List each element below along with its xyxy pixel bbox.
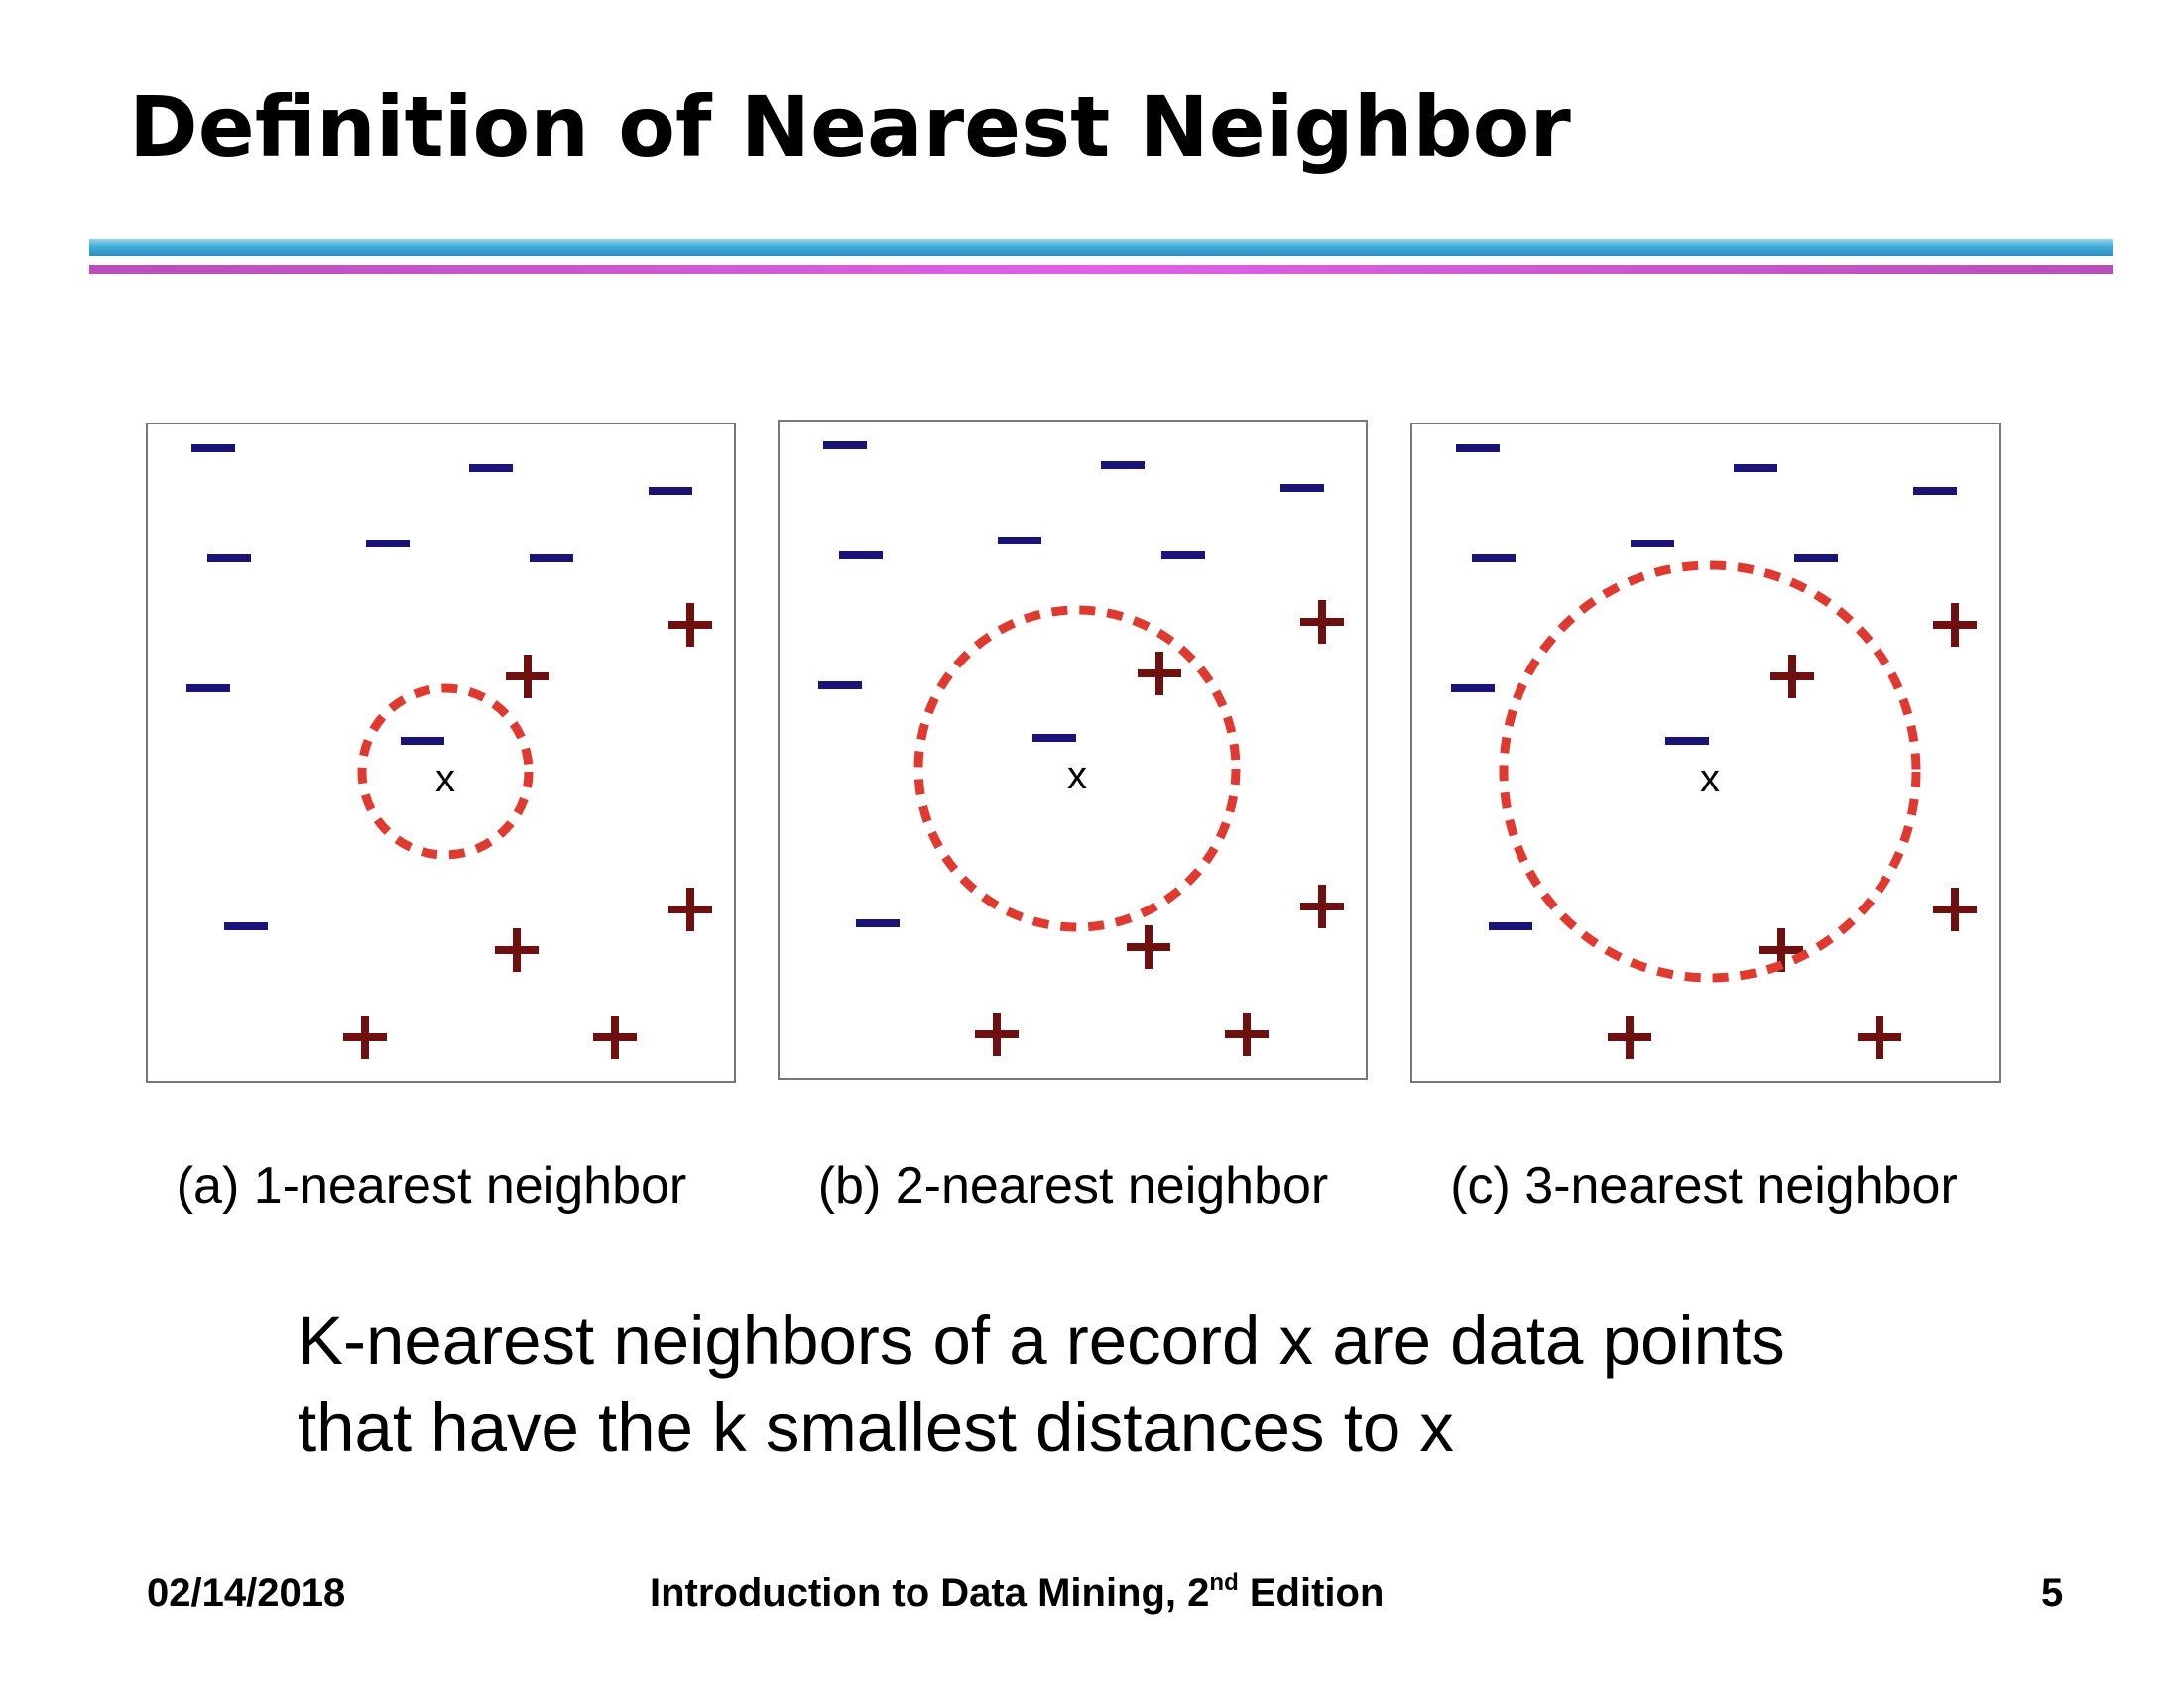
minus-icon [1032, 734, 1076, 742]
minus-icon [1734, 464, 1777, 472]
plus-icon [1770, 655, 1814, 698]
plus-icon [1933, 603, 1977, 647]
minus-icon [207, 554, 251, 562]
minus-icon [191, 444, 235, 452]
panel-c-query-label: x [1700, 757, 1720, 800]
plus-icon [1225, 1013, 1269, 1056]
panel-b-query-label: x [1067, 754, 1087, 797]
panel-c: x [1410, 423, 2001, 1083]
panel-a-neighborhood-circle [357, 683, 534, 860]
minus-icon [1101, 461, 1145, 469]
minus-icon [186, 684, 230, 692]
plus-icon [1858, 1016, 1901, 1059]
minus-icon [1913, 487, 1957, 495]
minus-icon [224, 922, 268, 930]
plus-icon [343, 1016, 387, 1059]
definition-line-2: that have the k smallest distances to x [298, 1390, 1454, 1466]
plus-icon [1300, 600, 1344, 644]
minus-icon [366, 540, 410, 547]
plus-icon [506, 655, 549, 698]
knn-definition: K-nearest neighbors of a record x are da… [298, 1297, 2083, 1472]
panel-c-neighborhood-circle [1499, 560, 1921, 983]
plus-icon [593, 1016, 637, 1059]
panel-a: x [146, 423, 736, 1083]
minus-icon [530, 554, 573, 562]
panel-c-caption: (c) 3-nearest neighbor [1450, 1157, 1958, 1215]
minus-icon [1161, 551, 1205, 559]
panel-a-caption: (a) 1-nearest neighbor [176, 1157, 687, 1215]
minus-icon [1489, 922, 1532, 930]
minus-icon [839, 551, 883, 559]
plus-icon [1300, 885, 1344, 928]
minus-icon [856, 919, 900, 927]
plus-icon [668, 603, 712, 647]
minus-icon [469, 464, 513, 472]
panel-b-neighborhood-circle [913, 605, 1241, 932]
plus-icon [975, 1013, 1019, 1056]
plus-icon [1127, 925, 1170, 969]
footer-book-title-main: Introduction to Data Mining, 2 [650, 1571, 1210, 1615]
footer-book-title-edition: Edition [1238, 1571, 1385, 1615]
slide-title: Definition of Nearest Neighbor [129, 78, 1571, 176]
panel-a-frame [146, 423, 736, 1083]
panel-a-query-label: x [435, 757, 455, 800]
minus-icon [401, 737, 444, 745]
plus-icon [1608, 1016, 1651, 1059]
minus-icon [818, 681, 862, 689]
minus-icon [1665, 737, 1709, 745]
definition-line-1: K-nearest neighbors of a record x are da… [298, 1302, 1785, 1379]
plus-icon [495, 928, 539, 972]
plus-icon [1933, 888, 1977, 931]
panel-b-caption: (b) 2-nearest neighbor [817, 1157, 1329, 1215]
minus-icon [1631, 540, 1674, 547]
footer-page-number: 5 [2041, 1571, 2064, 1615]
plus-icon [1138, 652, 1181, 695]
footer-date: 02/14/2018 [147, 1571, 346, 1615]
panel-b-frame [778, 420, 1368, 1080]
minus-icon [1794, 554, 1838, 562]
panel-b: x [778, 420, 1368, 1080]
title-divider-purple [89, 265, 2113, 274]
minus-icon [998, 537, 1041, 544]
plus-icon [668, 888, 712, 931]
minus-icon [1280, 484, 1324, 492]
minus-icon [1451, 684, 1495, 692]
minus-icon [823, 441, 867, 449]
footer-book-title: Introduction to Data Mining, 2nd Edition [650, 1569, 1384, 1617]
plus-icon [1759, 928, 1803, 972]
panel-c-frame [1410, 423, 2001, 1083]
minus-icon [649, 487, 692, 495]
footer-book-title-sup: nd [1209, 1569, 1239, 1596]
title-divider-blue [89, 239, 2113, 256]
minus-icon [1456, 444, 1500, 452]
minus-icon [1472, 554, 1516, 562]
